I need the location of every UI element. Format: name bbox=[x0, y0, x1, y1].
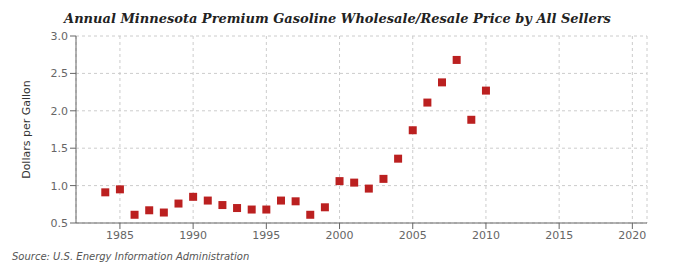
svg-text:1.0: 1.0 bbox=[51, 180, 69, 193]
svg-text:1995: 1995 bbox=[252, 229, 280, 242]
svg-text:2015: 2015 bbox=[545, 229, 573, 242]
svg-text:1985: 1985 bbox=[106, 229, 134, 242]
svg-text:1.5: 1.5 bbox=[51, 142, 69, 155]
svg-text:2.5: 2.5 bbox=[51, 67, 69, 80]
html-text:Annual Minnesota Premium Gasol: Annual Minnesota Premium Gasoline Wholes… bbox=[64, 11, 611, 26]
svg-text:Dollars per Gallon: Dollars per Gallon bbox=[20, 80, 33, 179]
html-text:Source: U.S. Energy Informatio: Source: U.S. Energy Information Administ… bbox=[12, 251, 250, 262]
svg-text:2000: 2000 bbox=[326, 229, 354, 242]
svg-text:2010: 2010 bbox=[472, 229, 500, 242]
svg-text:3.0: 3.0 bbox=[51, 30, 69, 43]
svg-text:2.0: 2.0 bbox=[51, 105, 69, 118]
svg-text:2020: 2020 bbox=[618, 229, 646, 242]
svg-text:0.5: 0.5 bbox=[51, 217, 69, 230]
svg-text:2005: 2005 bbox=[399, 229, 427, 242]
svg-text:1990: 1990 bbox=[179, 229, 207, 242]
